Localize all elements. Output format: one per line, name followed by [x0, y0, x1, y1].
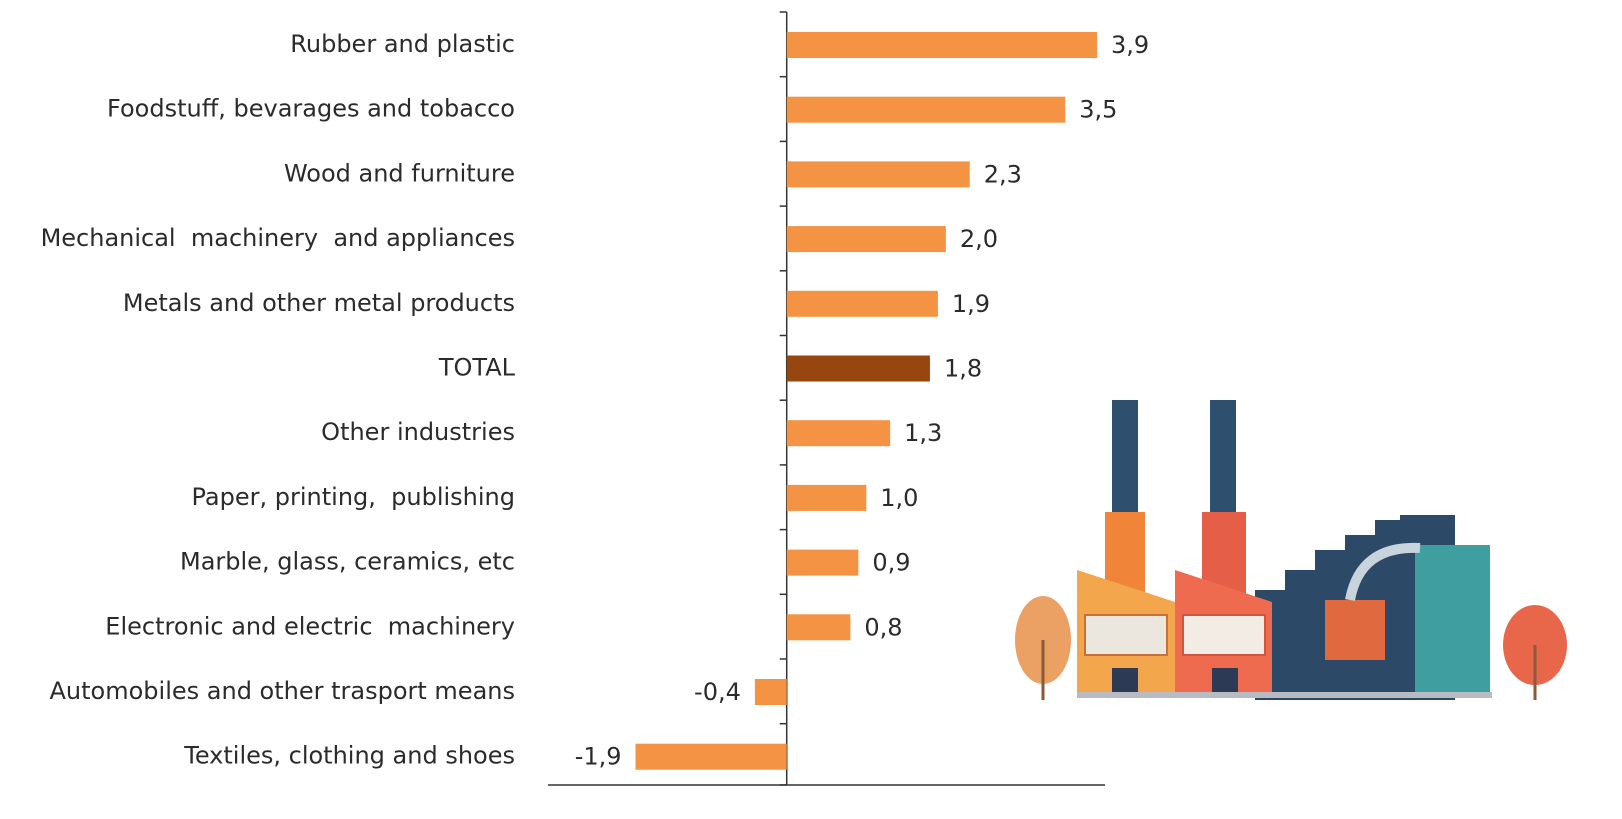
value-label: 0,8	[864, 613, 902, 641]
bar	[786, 226, 946, 253]
bar	[786, 290, 938, 317]
chimney	[1210, 400, 1236, 515]
chimney	[1112, 400, 1138, 515]
category-label: Foodstuff, bevarages and tobacco	[107, 95, 515, 123]
tank	[1415, 545, 1490, 695]
category-label: Metals and other metal products	[123, 289, 515, 317]
bar	[754, 679, 787, 705]
category-label: Electronic and electric machinery	[105, 612, 515, 640]
category-label: Automobiles and other trasport means	[50, 677, 515, 705]
value-label: 3,9	[1111, 31, 1149, 59]
category-label: Textiles, clothing and shoes	[183, 742, 515, 770]
value-label: 3,5	[1079, 96, 1117, 124]
pipe	[1345, 542, 1421, 602]
value-label: 0,9	[872, 549, 910, 577]
value-label: 1,3	[904, 419, 942, 447]
value-label: 2,3	[984, 160, 1022, 188]
value-label: 2,0	[960, 225, 998, 253]
bar	[786, 32, 1098, 58]
bar	[635, 743, 787, 770]
window	[1084, 614, 1168, 656]
bar	[786, 355, 930, 382]
bar	[786, 549, 859, 576]
ground	[1077, 692, 1492, 698]
value-label: -1,9	[575, 743, 622, 771]
bar	[786, 614, 851, 641]
value-label: 1,9	[952, 290, 990, 318]
category-label: Rubber and plastic	[290, 30, 515, 58]
bar	[786, 484, 867, 511]
category-label: Marble, glass, ceramics, etc	[180, 548, 515, 576]
bar	[786, 420, 891, 447]
category-label: TOTAL	[438, 354, 516, 382]
value-label: -0,4	[694, 678, 741, 706]
category-label: Other industries	[321, 418, 515, 446]
category-label: Mechanical machinery and appliances	[41, 224, 515, 252]
value-label: 1,8	[944, 355, 982, 383]
bar	[786, 161, 970, 188]
value-label: 1,0	[880, 484, 918, 512]
tank	[1325, 600, 1385, 660]
window	[1182, 614, 1266, 656]
category-label: Paper, printing, publishing	[192, 483, 515, 511]
bar	[786, 96, 1066, 123]
factory-illustration	[1015, 400, 1567, 700]
category-label: Wood and furniture	[284, 159, 515, 187]
